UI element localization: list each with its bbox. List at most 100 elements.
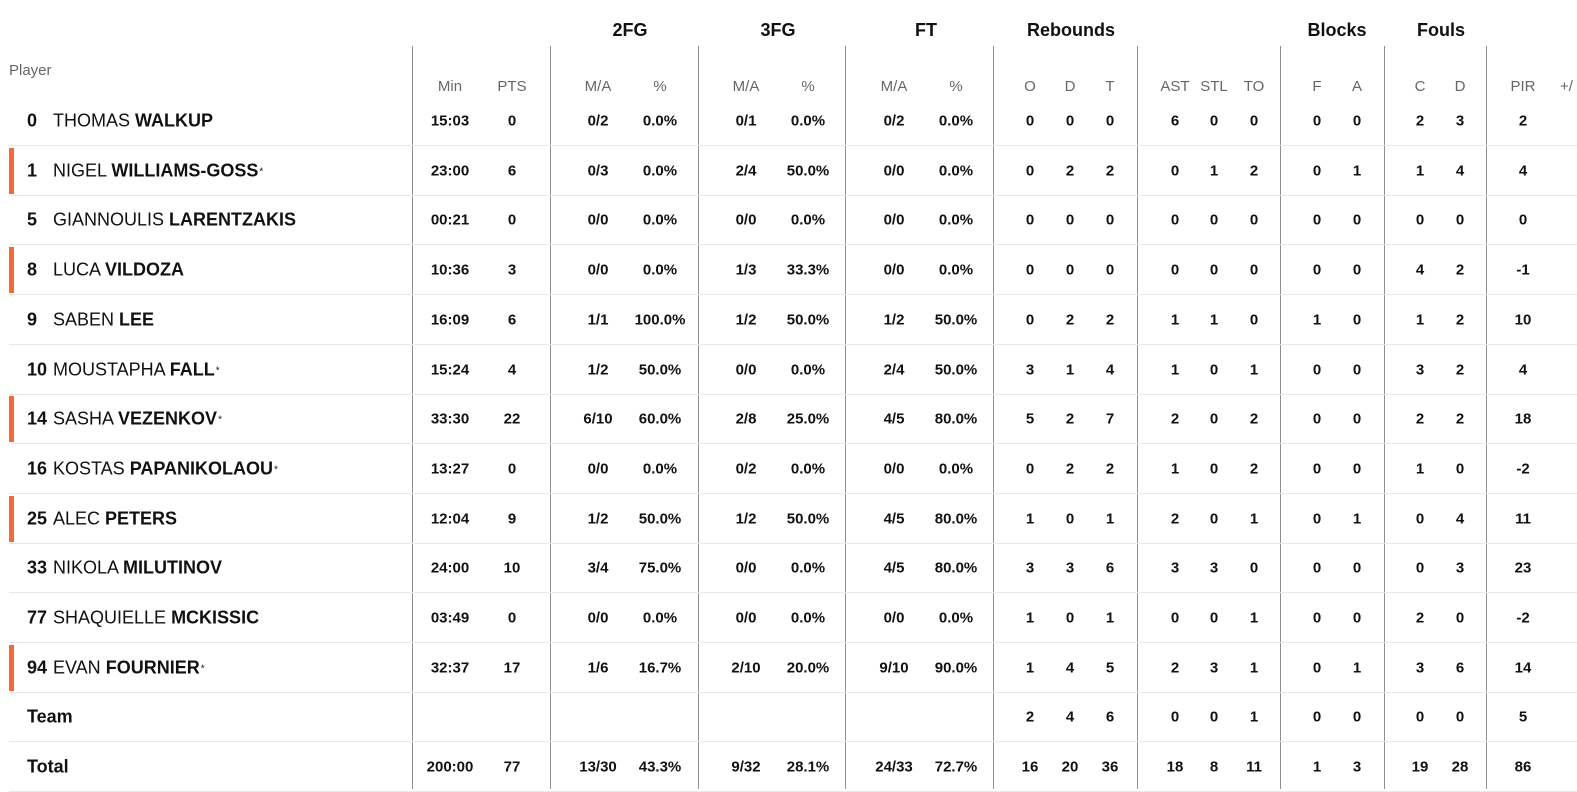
table-row[interactable]: 16 KOSTAS PAPANIKOLAOU* 13:27 0 0/0 0.0% 0/2 0.… [9, 444, 1577, 494]
cell-fg3-pct: 0.0% [790, 460, 826, 478]
cell-ft-pct: 0.0% [938, 211, 974, 229]
column-header-ast[interactable]: AST [1160, 78, 1190, 95]
cell-pir: 14 [1514, 659, 1532, 677]
cell-blk-a: 0 [1352, 211, 1362, 229]
column-header-plusminus[interactable]: +/ [1560, 78, 1573, 95]
row-divider [9, 294, 1577, 296]
player-first-name: EVAN [53, 657, 101, 678]
cell-reb-d: 20 [1061, 758, 1079, 776]
cell-foul-d: 0 [1455, 609, 1465, 627]
cell-pts: 4 [507, 361, 517, 378]
player-name[interactable]: 14 SASHA VEZENKOV* [27, 409, 222, 430]
column-header-foul-d[interactable]: D [1454, 78, 1466, 95]
cell-pts: 0 [507, 112, 517, 130]
cell-reb-d: 0 [1065, 510, 1075, 528]
cell-foul-d: 28 [1451, 758, 1469, 776]
column-header-foul-c[interactable]: C [1414, 78, 1426, 95]
column-header-min[interactable]: Min [437, 78, 463, 95]
player-number: 5 [27, 209, 38, 230]
column-divider [1280, 46, 1281, 789]
cell-pir: 4 [1518, 361, 1528, 378]
cell-reb-t: 5 [1105, 659, 1115, 677]
player-name[interactable]: 25 ALEC PETERS [27, 508, 178, 529]
player-name[interactable]: 0 THOMAS WALKUP [27, 111, 214, 132]
column-header-fg3-pct[interactable]: % [801, 78, 815, 95]
starter-star: * [218, 414, 222, 426]
player-name[interactable]: 5 GIANNOULIS LARENTZAKIS [27, 210, 297, 231]
table-row[interactable]: 94 EVAN FOURNIER* 32:37 17 1/6 16.7% 2/10 20.0%… [9, 643, 1577, 693]
starter-star: * [215, 365, 220, 376]
cell-fg3-ma: 0/2 [735, 460, 757, 478]
cell-fg2-pct: 50.0% [638, 361, 682, 378]
cell-blk-f: 0 [1312, 112, 1322, 130]
cell-pir: -1 [1516, 261, 1530, 279]
table-row[interactable]: 33 NIKOLA MILUTINOV 24:00 10 3/4 75.0% 0/0 0.0%… [9, 543, 1577, 594]
player-name[interactable]: 10 MOUSTAPHA FALL* [27, 359, 220, 380]
column-header-reb-o[interactable]: O [1024, 78, 1036, 95]
cell-reb-d: 2 [1065, 460, 1075, 478]
player-name[interactable]: 94 EVAN FOURNIER* [27, 657, 205, 678]
row-divider [9, 443, 1577, 445]
cell-foul-c: 1 [1415, 311, 1425, 329]
player-last-name: PAPANIKOLAOU [129, 458, 274, 479]
column-divider [550, 46, 551, 789]
table-row[interactable]: 77 SHAQUIELLE MCKISSIC 03:49 0 0/0 0.0% 0/0 0.0… [9, 593, 1577, 643]
table-row-team[interactable]: Team 2 4 6 0 0 1 0 0 0 0 5 [9, 692, 1577, 743]
cell-min: 12:04 [430, 510, 470, 528]
column-header-pts[interactable]: PTS [497, 78, 527, 95]
column-header-fg2-ma[interactable]: M/A [584, 78, 612, 95]
cell-fg2-ma: 0/0 [587, 460, 609, 478]
table-row[interactable]: 9 SABEN LEE 16:09 6 1/1 100.0% 1/2 50.0% 1/2 50.0… [9, 295, 1577, 345]
player-name[interactable]: 16 KOSTAS PAPANIKOLAOU* [27, 458, 278, 479]
column-header-ft-pct[interactable]: % [949, 78, 963, 95]
table-row[interactable]: 25 ALEC PETERS 12:04 9 1/2 50.0% 1/2 50.0% 4/5 80… [9, 494, 1577, 544]
cell-ft-ma: 0/0 [883, 211, 905, 229]
cell-foul-d: 0 [1455, 708, 1465, 726]
column-header-reb-t[interactable]: T [1105, 78, 1115, 95]
column-header-ft-ma[interactable]: M/A [880, 78, 908, 95]
cell-stl: 0 [1209, 708, 1219, 726]
table-row[interactable]: 10 MOUSTAPHA FALL* 15:24 4 1/2 50.0% 0/0 0.0% 2/… [9, 345, 1577, 395]
column-divider [993, 46, 994, 789]
column-header-fg3-ma[interactable]: M/A [732, 78, 760, 95]
column-header-fg2-pct[interactable]: % [653, 78, 667, 95]
player-name[interactable]: 77 SHAQUIELLE MCKISSIC [27, 608, 260, 629]
column-header-blk-f[interactable]: F [1312, 78, 1322, 95]
table-row[interactable]: 0 THOMAS WALKUP 15:03 0 0/2 0.0% 0/1 0.0% 0/2 0.0… [9, 96, 1577, 146]
table-row[interactable]: 5 GIANNOULIS LARENTZAKIS 00:21 0 0/0 0.0% 0/0 0… [9, 195, 1577, 246]
row-divider [9, 145, 1577, 146]
column-header-to[interactable]: TO [1243, 78, 1265, 95]
cell-fg2-ma: 0/3 [587, 162, 609, 180]
cell-foul-d: 3 [1455, 559, 1465, 577]
player-name[interactable]: 33 NIKOLA MILUTINOV [27, 558, 223, 579]
player-name[interactable]: 9 SABEN LEE [27, 309, 155, 330]
cell-blk-a: 0 [1352, 708, 1362, 726]
cell-reb-t: 4 [1105, 361, 1115, 378]
cell-to: 0 [1249, 559, 1259, 577]
table-row[interactable]: 8 LUCA VILDOZA 10:36 3 0/0 0.0% 1/3 33.3% 0/0 0.0… [9, 245, 1577, 296]
cell-fg2-pct: 0.0% [642, 112, 678, 130]
player-name[interactable]: 1 NIGEL WILLIAMS-GOSS* [27, 160, 263, 181]
column-header-blk-a[interactable]: A [1351, 78, 1363, 95]
table-row[interactable]: 14 SASHA VEZENKOV* 33:30 22 6/10 60.0% 2/8 25.0… [9, 394, 1577, 445]
row-label: Team [27, 707, 73, 728]
column-header-stl[interactable]: STL [1200, 78, 1228, 95]
cell-ft-ma: 0/0 [883, 609, 905, 627]
player-last-name: WILLIAMS-GOSS [111, 160, 259, 181]
cell-pir: 18 [1514, 410, 1532, 428]
cell-reb-t: 36 [1101, 758, 1119, 776]
cell-stl: 0 [1209, 361, 1219, 378]
cell-pts: 0 [507, 460, 517, 478]
cell-reb-o: 1 [1025, 510, 1035, 528]
cell-foul-d: 0 [1455, 460, 1465, 478]
cell-reb-t: 2 [1105, 162, 1115, 180]
table-row[interactable]: 1 NIGEL WILLIAMS-GOSS* 23:00 6 0/3 0.0% 2/4 50.… [9, 146, 1577, 196]
player-name[interactable]: 8 LUCA VILDOZA [27, 260, 185, 281]
cell-reb-d: 2 [1065, 162, 1075, 180]
cell-blk-f: 0 [1312, 708, 1322, 726]
cell-pir: 2 [1518, 112, 1528, 130]
column-header-reb-d[interactable]: D [1064, 78, 1076, 95]
table-row-total[interactable]: Total 200:00 77 13/30 43.3% 9/32 28.1% 24/33 72.… [9, 742, 1577, 792]
row-divider [9, 592, 1577, 594]
column-header-pir[interactable]: PIR [1510, 78, 1536, 95]
